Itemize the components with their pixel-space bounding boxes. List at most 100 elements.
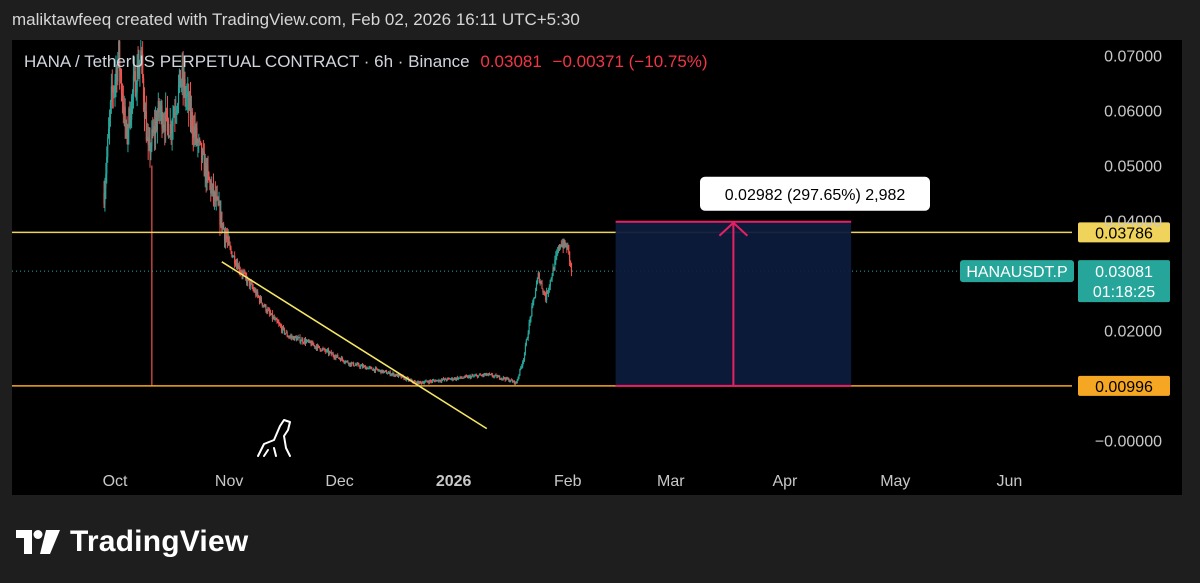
candle-body [484, 374, 486, 376]
candle-body [502, 377, 504, 379]
candle-body [178, 69, 181, 86]
candle-body [294, 336, 297, 338]
support-price-label: 0.00996 [1095, 379, 1153, 396]
candle-body [202, 150, 204, 153]
candle-body [534, 296, 536, 299]
candle-body [155, 121, 158, 131]
candle-body [477, 375, 480, 378]
candle-body [397, 374, 400, 377]
candle-body [328, 352, 331, 354]
candle-body [504, 378, 506, 380]
candle-body [184, 79, 186, 98]
candle-body [311, 342, 313, 346]
candle-body [481, 375, 483, 377]
candle-body [269, 313, 272, 315]
candle-body [464, 375, 466, 378]
candle-body [506, 377, 508, 380]
candle-body [488, 373, 490, 375]
candle-body [500, 378, 503, 380]
candle-body [305, 341, 308, 344]
candle-body [145, 111, 147, 141]
candle-body [181, 67, 183, 81]
candle-body [196, 127, 198, 143]
candle-body [315, 346, 317, 348]
candle-body [289, 336, 291, 338]
candle-body [513, 380, 515, 384]
x-tick-label: Feb [554, 473, 582, 490]
measure-arrow-head [718, 221, 749, 237]
candle-body [562, 244, 564, 248]
candle-body [454, 377, 457, 380]
candle-body [327, 350, 329, 352]
chart-area[interactable]: 0.03786 0.00996 HANAUSDT.P 0.03081 01:18:25 0… [12, 40, 1182, 495]
candle-body [231, 251, 233, 258]
footer: TradingView [0, 495, 1200, 583]
candle-body [236, 263, 239, 269]
candle-body [532, 301, 534, 307]
candle-body [448, 378, 450, 380]
candle-body [142, 54, 144, 79]
candle-body [239, 271, 241, 273]
candle-body [376, 368, 378, 370]
symbol-change: −0.00371 (−10.75%) [552, 52, 708, 71]
candle-body [329, 351, 331, 353]
candle-body [297, 337, 299, 339]
candle-body [499, 378, 502, 380]
candle-body [135, 92, 137, 97]
candle-body [292, 336, 295, 341]
candle-body [420, 382, 423, 384]
candle-body [439, 379, 441, 381]
candle-body [260, 297, 262, 303]
candle-body [565, 245, 567, 247]
candle-body [482, 374, 484, 376]
candle-body [522, 359, 525, 363]
candle-body [436, 379, 438, 381]
candle-body [333, 355, 335, 358]
candle-body [442, 378, 444, 380]
candle-body [304, 339, 307, 344]
tradingview-logo[interactable]: TradingView [16, 525, 248, 559]
candle-body [509, 381, 511, 383]
candle-body [515, 381, 517, 384]
x-tick-label: Mar [657, 473, 685, 490]
candle-body [301, 339, 303, 342]
candle-body [322, 348, 324, 350]
candle-body [429, 380, 431, 383]
candle-body [468, 375, 470, 377]
candle-body [546, 291, 549, 294]
candle-body [518, 374, 520, 378]
candle-body [276, 319, 278, 322]
candle-body [195, 127, 197, 136]
candle-body [441, 379, 443, 382]
candle-body [138, 67, 140, 77]
symbol-legend[interactable]: HANA / TetherUS PERPETUAL CONTRACT · 6h … [24, 52, 708, 72]
candle-body [290, 336, 292, 338]
candle-body [476, 375, 479, 378]
candle-body [128, 108, 130, 131]
candle-body [365, 367, 367, 370]
candle-body [455, 377, 458, 380]
candle-body [208, 172, 210, 180]
candle-body [214, 191, 216, 202]
candle-body [140, 50, 142, 60]
candle-body [137, 63, 139, 77]
candle-body [139, 59, 141, 68]
candle-body [191, 112, 193, 132]
candle-body [219, 203, 221, 225]
candle-body [318, 346, 320, 349]
candle-body [112, 91, 114, 93]
candle-body [548, 286, 550, 290]
candle-body [551, 275, 553, 279]
candle-body [495, 374, 497, 376]
candle-body [530, 316, 532, 319]
candle-body [123, 106, 125, 116]
candle-body [395, 374, 397, 376]
candle-body [312, 342, 314, 345]
symbol-name: HANA / TetherUS PERPETUAL CONTRACT · 6h … [24, 52, 470, 71]
candle-body [117, 60, 119, 82]
candle-body [356, 363, 358, 365]
candle-body [232, 256, 234, 258]
candle-body [466, 376, 469, 378]
candle-body [159, 111, 161, 113]
